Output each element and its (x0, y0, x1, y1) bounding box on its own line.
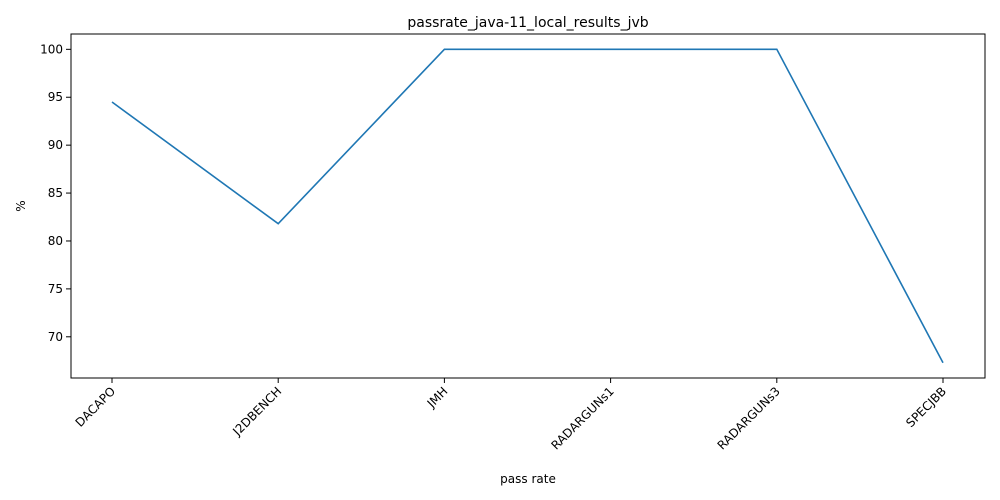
y-tick-label: 95 (48, 90, 63, 104)
x-axis-ticks: DACAPO J2DBENCH JMH RADARGUNs1 RADARGUNs3 SPE… (73, 378, 949, 453)
y-axis-title: % (14, 200, 28, 211)
y-tick-label: 70 (48, 330, 63, 344)
x-tick-label: RADARGUNs1 (548, 384, 616, 452)
y-tick-label: 100 (40, 42, 63, 56)
x-tick-label: JMH (424, 384, 451, 411)
plot-area-frame (70, 33, 986, 379)
x-tick-label: DACAPO (73, 384, 118, 429)
y-tick-label: 90 (48, 138, 63, 152)
y-tick-label: 80 (48, 234, 63, 248)
y-tick-label: 75 (48, 282, 63, 296)
x-tick-label: SPECJBB (903, 384, 949, 430)
y-tick-label: 85 (48, 186, 63, 200)
x-tick-label: J2DBENCH (229, 384, 284, 439)
x-axis-title: pass rate (500, 472, 556, 486)
chart-title: passrate_java-11_local_results_jvb (407, 15, 648, 31)
series-line (111, 48, 944, 364)
x-tick-label: RADARGUNs3 (715, 384, 783, 452)
y-axis-ticks: 70 75 80 85 90 95 100 (40, 42, 71, 344)
